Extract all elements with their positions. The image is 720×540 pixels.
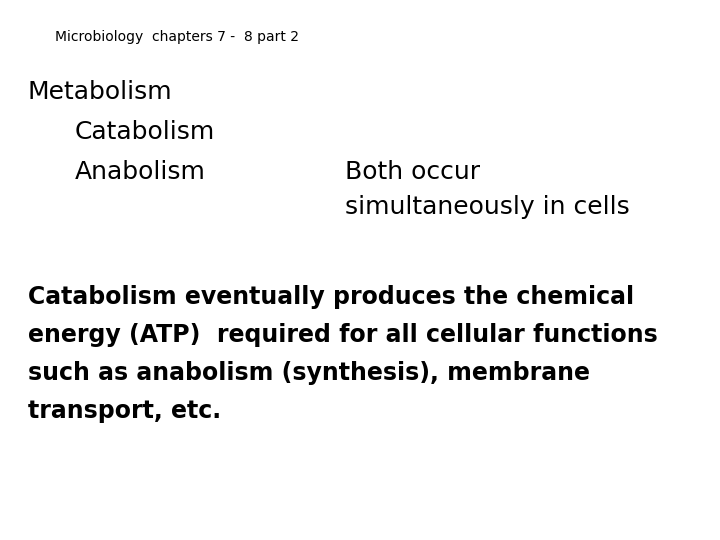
Text: Catabolism: Catabolism: [75, 120, 215, 144]
Text: such as anabolism (synthesis), membrane: such as anabolism (synthesis), membrane: [28, 361, 590, 385]
Text: Both occur: Both occur: [345, 160, 480, 184]
Text: transport, etc.: transport, etc.: [28, 399, 221, 423]
Text: simultaneously in cells: simultaneously in cells: [345, 195, 630, 219]
Text: energy (ATP)  required for all cellular functions: energy (ATP) required for all cellular f…: [28, 323, 658, 347]
Text: Catabolism eventually produces the chemical: Catabolism eventually produces the chemi…: [28, 285, 634, 309]
Text: Metabolism: Metabolism: [28, 80, 173, 104]
Text: Microbiology  chapters 7 -  8 part 2: Microbiology chapters 7 - 8 part 2: [55, 30, 299, 44]
Text: Anabolism: Anabolism: [75, 160, 206, 184]
